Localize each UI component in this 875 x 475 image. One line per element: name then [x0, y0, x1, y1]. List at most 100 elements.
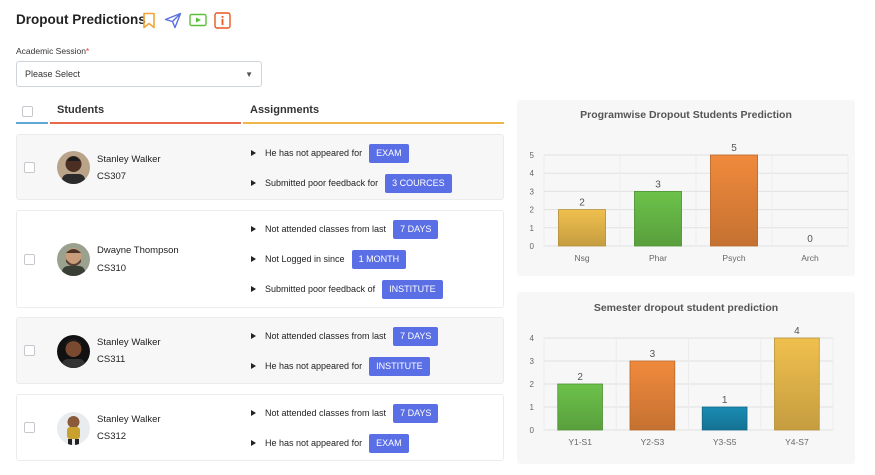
bar-y4-s7[interactable]	[774, 337, 820, 431]
select-all-checkbox[interactable]	[22, 106, 33, 117]
value-label: 1	[722, 395, 728, 406]
assignment-badge[interactable]: 3 COURCES	[385, 173, 452, 193]
assignment-text: He has not appeared for	[265, 438, 363, 448]
value-label: 3	[655, 179, 661, 190]
assignment-item: He has not appeared for EXAM	[251, 143, 409, 163]
assignment-text: Submitted poor feedback for	[265, 178, 379, 188]
send-icon	[164, 12, 182, 28]
video-button[interactable]	[189, 11, 207, 29]
bar-y3-s5[interactable]	[701, 406, 748, 431]
assignment-badge[interactable]: EXAM	[369, 143, 409, 163]
x-tick-label: Arch	[801, 253, 819, 263]
assignment-text: He has not appeared for	[265, 361, 363, 371]
students-column-header: Students	[57, 104, 105, 116]
bar-phar[interactable]	[634, 191, 682, 247]
y-tick-label: 3	[530, 357, 535, 366]
y-tick-label: 5	[530, 151, 535, 160]
row-checkbox[interactable]	[24, 345, 35, 356]
semester-bar-chart: 0 1 2 3 4 2 Y1-S1 3 Y2-S3 1 Y3-S5 4 Y4-S7	[530, 326, 834, 447]
programwise-chart-panel: Programwise Dropout Students Prediction …	[517, 100, 855, 276]
bar-y1-s1[interactable]	[557, 383, 603, 431]
checkbox-column-underline	[16, 122, 48, 124]
assignment-item: Not attended classes from last 7 DAYS	[251, 403, 439, 423]
value-label: 3	[650, 349, 656, 360]
required-mark: *	[85, 46, 90, 56]
student-name: Stanley Walker	[97, 414, 161, 425]
table-row: Stanley Walker CS312 Not attended classe…	[16, 394, 504, 461]
bullet-triangle-icon	[251, 410, 256, 416]
y-tick-label: 0	[530, 426, 535, 435]
dropdown-arrow-icon: ▼	[245, 69, 253, 79]
bullet-triangle-icon	[251, 180, 256, 186]
assignment-item: He has not appeared for INSTITUTE	[251, 356, 430, 376]
chart-title: Programwise Dropout Students Prediction	[580, 109, 792, 121]
y-tick-label: 2	[530, 206, 535, 215]
y-tick-label: 1	[530, 224, 535, 233]
assignment-item: Submitted poor feedback for 3 COURCES	[251, 173, 452, 193]
bar-y2-s3[interactable]	[629, 360, 676, 431]
student-photo-icon	[57, 151, 90, 184]
y-tick-label: 4	[530, 334, 535, 343]
chart-title: Semester dropout student prediction	[593, 302, 779, 314]
bullet-triangle-icon	[251, 150, 256, 156]
academic-session-value: Please Select	[25, 69, 81, 79]
table-row: Dwayne Thompson CS310 Not attended class…	[16, 210, 504, 308]
assignment-text: Not attended classes from last	[265, 331, 387, 341]
y-tick-label: 0	[530, 242, 535, 251]
assignment-text: Submitted poor feedback of	[265, 284, 376, 294]
bookmark-button[interactable]	[140, 11, 158, 29]
bookmark-icon	[143, 12, 155, 28]
bullet-triangle-icon	[251, 440, 256, 446]
student-name: Dwayne Thompson	[97, 245, 179, 256]
assignments-column-header: Assignments	[250, 104, 320, 116]
bar-nsg[interactable]	[558, 209, 606, 247]
bullet-triangle-icon	[251, 363, 256, 369]
x-tick-label: Y2-S3	[641, 437, 665, 447]
assignment-item: Not attended classes from last 7 DAYS	[251, 326, 439, 346]
assignment-badge[interactable]: 7 DAYS	[393, 219, 439, 239]
assignments-column-underline	[243, 122, 504, 124]
send-button[interactable]	[164, 11, 182, 29]
row-checkbox[interactable]	[24, 254, 35, 265]
assignment-text: Not Logged in since	[265, 254, 345, 264]
academic-session-select[interactable]: Please Select ▼	[16, 61, 262, 87]
bullet-triangle-icon	[251, 256, 256, 262]
x-tick-label: Phar	[649, 253, 667, 263]
student-name: Stanley Walker	[97, 154, 161, 165]
info-button[interactable]	[213, 11, 231, 29]
bar-psych[interactable]	[710, 154, 758, 247]
academic-session-label: Academic Session*	[16, 46, 89, 56]
value-label: 4	[794, 326, 800, 337]
avatar	[57, 243, 90, 276]
value-label: 0	[807, 234, 813, 245]
row-checkbox[interactable]	[24, 162, 35, 173]
student-code: CS310	[97, 263, 127, 274]
x-tick-label: Nsg	[574, 253, 589, 263]
student-photo-icon	[57, 412, 90, 445]
assignment-badge[interactable]: 7 DAYS	[393, 326, 439, 346]
assignment-item: Not attended classes from last 7 DAYS	[251, 219, 439, 239]
assignment-text: Not attended classes from last	[265, 224, 387, 234]
x-tick-label: Y1-S1	[568, 437, 592, 447]
assignment-text: Not attended classes from last	[265, 408, 387, 418]
assignment-item: He has not appeared for EXAM	[251, 433, 409, 453]
student-name: Stanley Walker	[97, 337, 161, 348]
assignment-badge[interactable]: 7 DAYS	[393, 403, 439, 423]
student-code: CS312	[97, 431, 127, 442]
students-column-underline	[50, 122, 241, 124]
value-label: 5	[731, 143, 737, 154]
assignment-badge[interactable]: EXAM	[369, 433, 409, 453]
bullet-triangle-icon	[251, 226, 256, 232]
assignment-badge[interactable]: INSTITUTE	[382, 279, 443, 299]
student-photo-icon	[57, 335, 90, 368]
assignment-item: Submitted poor feedback of INSTITUTE	[251, 279, 443, 299]
student-code: CS307	[97, 171, 127, 182]
row-checkbox[interactable]	[24, 422, 35, 433]
table-row: Stanley Walker CS307 He has not appeared…	[16, 134, 504, 200]
x-tick-label: Y4-S7	[785, 437, 809, 447]
info-icon	[213, 11, 231, 29]
programwise-bar-chart: 0 1 2 3 4 5 2 Nsg 3 Phar 5 Psych 0 Arch	[530, 143, 849, 263]
bullet-triangle-icon	[251, 333, 256, 339]
assignment-badge[interactable]: INSTITUTE	[369, 356, 430, 376]
assignment-badge[interactable]: 1 MONTH	[351, 249, 407, 269]
